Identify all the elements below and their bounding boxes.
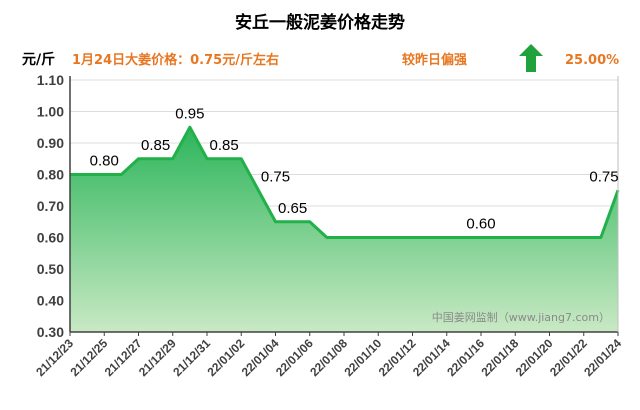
- y-tick-label: 1.00: [37, 104, 64, 120]
- x-tick-label: 22/01/24: [581, 336, 624, 379]
- y-tick-label: 0.40: [37, 293, 64, 309]
- y-tick-label: 0.30: [37, 324, 64, 340]
- y-axis-unit-label: 元/斤: [22, 51, 55, 68]
- chart-title: 安丘一般泥姜价格走势: [235, 12, 405, 33]
- price-area-fill: [70, 127, 618, 332]
- data-label: 0.95: [175, 105, 204, 122]
- price-summary-text: 1月24日大姜价格：0.75元/斤左右: [72, 52, 279, 68]
- change-percent: 25.00%: [565, 53, 619, 68]
- y-axis-ticks: 0.30 0.40 0.50 0.60 0.70 0.80 0.90 1.00 1.10: [37, 72, 64, 340]
- data-label: 0.75: [589, 168, 618, 185]
- y-tick-label: 1.10: [37, 72, 64, 88]
- y-tick-label: 0.60: [37, 230, 64, 246]
- data-label: 0.75: [261, 168, 290, 185]
- data-label: 0.85: [141, 137, 170, 154]
- watermark-text: 中国姜网监制（www.jiang7.com）: [432, 310, 610, 324]
- data-labels: 0.80 0.85 0.95 0.85 0.75 0.65 0.60 0.75: [90, 105, 619, 232]
- data-label: 0.65: [278, 200, 307, 217]
- y-tick-label: 0.80: [37, 167, 64, 183]
- y-tick-label: 0.90: [37, 135, 64, 151]
- y-tick-label: 0.70: [37, 198, 64, 214]
- compare-text: 较昨日偏强: [402, 52, 467, 68]
- price-series-line: [70, 125, 620, 239]
- x-axis-ticks: 21/12/2321/12/2521/12/2721/12/2921/12/31…: [33, 332, 624, 379]
- up-arrow-icon: [519, 44, 543, 72]
- data-label: 0.80: [90, 153, 119, 170]
- data-label: 0.85: [210, 137, 239, 154]
- y-tick-label: 0.50: [37, 261, 64, 277]
- data-label: 0.60: [466, 216, 495, 233]
